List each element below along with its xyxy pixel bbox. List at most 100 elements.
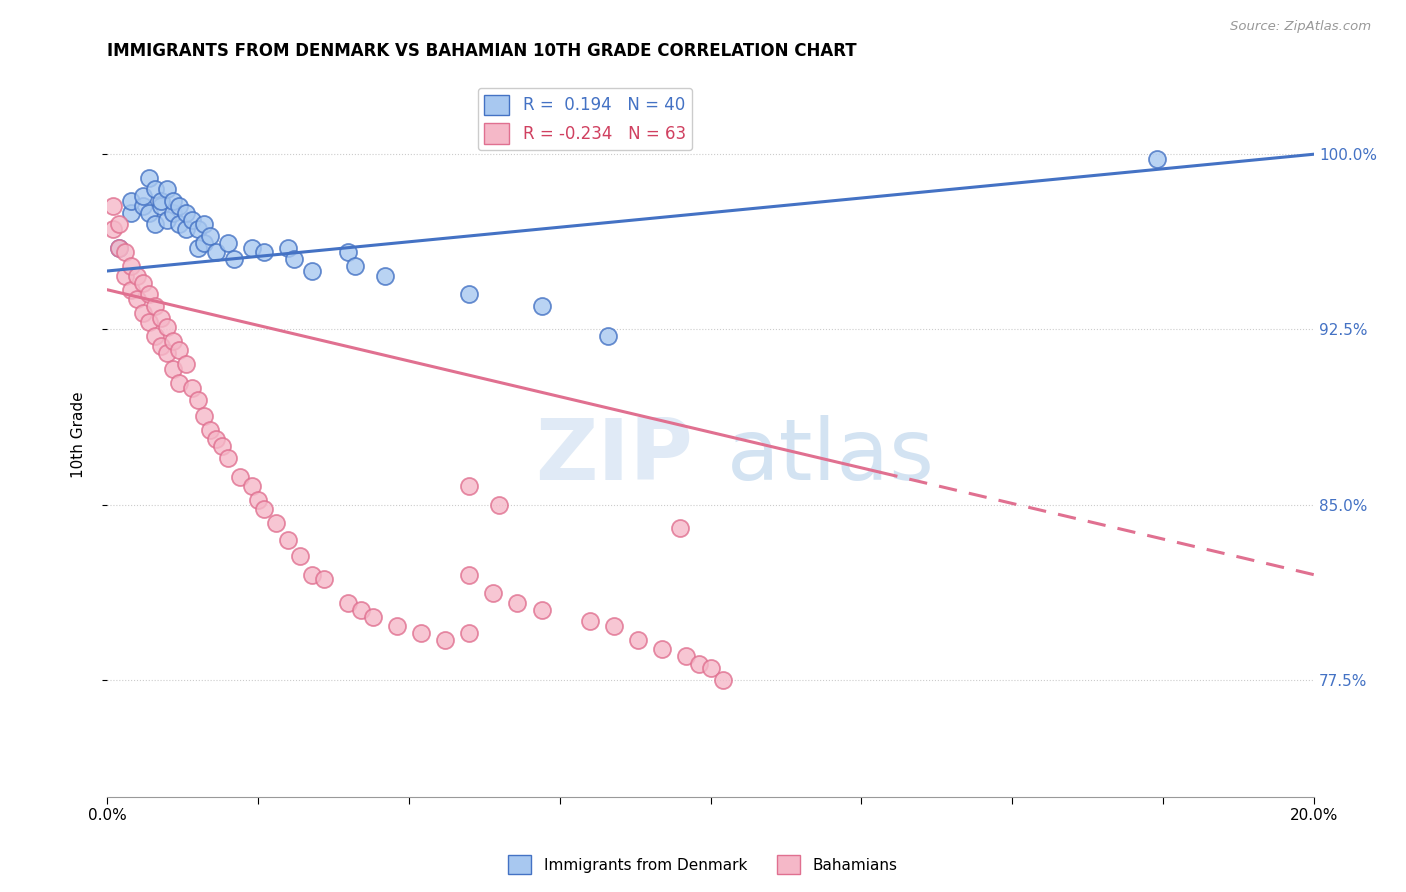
Point [150,198,173,212]
Point [156,320,179,334]
Point [651,642,673,657]
Point [162,334,184,348]
Point [217,235,239,250]
Point [114,268,136,283]
Point [174,358,197,372]
Point [193,217,215,231]
Point [101,222,124,236]
Point [301,567,323,582]
Point [150,339,173,353]
Point [240,479,263,493]
Point [603,619,626,633]
Point [162,205,184,219]
Point [162,194,184,208]
Point [314,573,336,587]
Point [290,549,312,563]
Point [253,245,276,260]
Point [277,533,299,547]
Point [217,450,239,465]
Point [120,205,142,219]
Point [187,241,209,255]
Point [458,567,481,582]
Point [143,182,166,196]
Point [120,283,142,297]
Point [143,217,166,231]
Point [1146,152,1168,166]
Point [198,229,221,244]
Y-axis label: 10th Grade: 10th Grade [72,392,86,478]
Point [246,493,269,508]
Text: Source: ZipAtlas.com: Source: ZipAtlas.com [1230,20,1371,33]
Point [169,343,191,358]
Point [156,345,179,359]
Point [169,376,191,391]
Point [162,362,184,376]
Point [530,603,553,617]
Point [482,586,505,600]
Point [240,241,263,255]
Point [169,217,191,231]
Point [596,329,619,343]
Point [699,661,721,675]
Point [150,310,173,325]
Point [193,409,215,423]
Point [627,633,650,648]
Point [711,673,734,687]
Point [530,299,553,313]
Point [506,596,529,610]
Point [253,502,276,516]
Point [150,194,173,208]
Point [187,392,209,407]
Point [458,626,481,640]
Legend: Immigrants from Denmark, Bahamians: Immigrants from Denmark, Bahamians [502,849,904,880]
Point [127,292,149,306]
Point [198,423,221,437]
Point [204,245,226,260]
Point [361,609,384,624]
Point [120,260,142,274]
Point [385,619,408,633]
Point [108,241,131,255]
Point [101,198,124,212]
Point [143,329,166,343]
Text: atlas: atlas [727,415,935,498]
Point [675,649,697,664]
Point [669,521,692,535]
Point [229,469,252,483]
Point [138,287,160,301]
Legend: R =  0.194   N = 40, R = -0.234   N = 63: R = 0.194 N = 40, R = -0.234 N = 63 [478,88,692,151]
Point [688,657,710,671]
Point [138,205,160,219]
Point [127,268,149,283]
Point [277,241,299,255]
Point [174,222,197,236]
Point [114,245,136,260]
Point [180,381,202,395]
Point [264,516,287,531]
Text: ZIP: ZIP [536,415,693,498]
Point [458,287,481,301]
Point [204,432,226,446]
Point [169,198,191,212]
Point [579,615,602,629]
Point [108,241,131,255]
Point [180,212,202,227]
Point [138,170,160,185]
Point [458,479,481,493]
Point [337,596,360,610]
Point [222,252,245,267]
Point [156,212,179,227]
Point [187,222,209,236]
Point [349,603,371,617]
Point [156,182,179,196]
Point [108,217,131,231]
Point [409,626,432,640]
Point [143,299,166,313]
Point [488,498,510,512]
Point [174,205,197,219]
Text: IMMIGRANTS FROM DENMARK VS BAHAMIAN 10TH GRADE CORRELATION CHART: IMMIGRANTS FROM DENMARK VS BAHAMIAN 10TH… [107,42,856,60]
Point [132,306,155,320]
Point [283,252,305,267]
Point [132,198,155,212]
Point [132,276,155,290]
